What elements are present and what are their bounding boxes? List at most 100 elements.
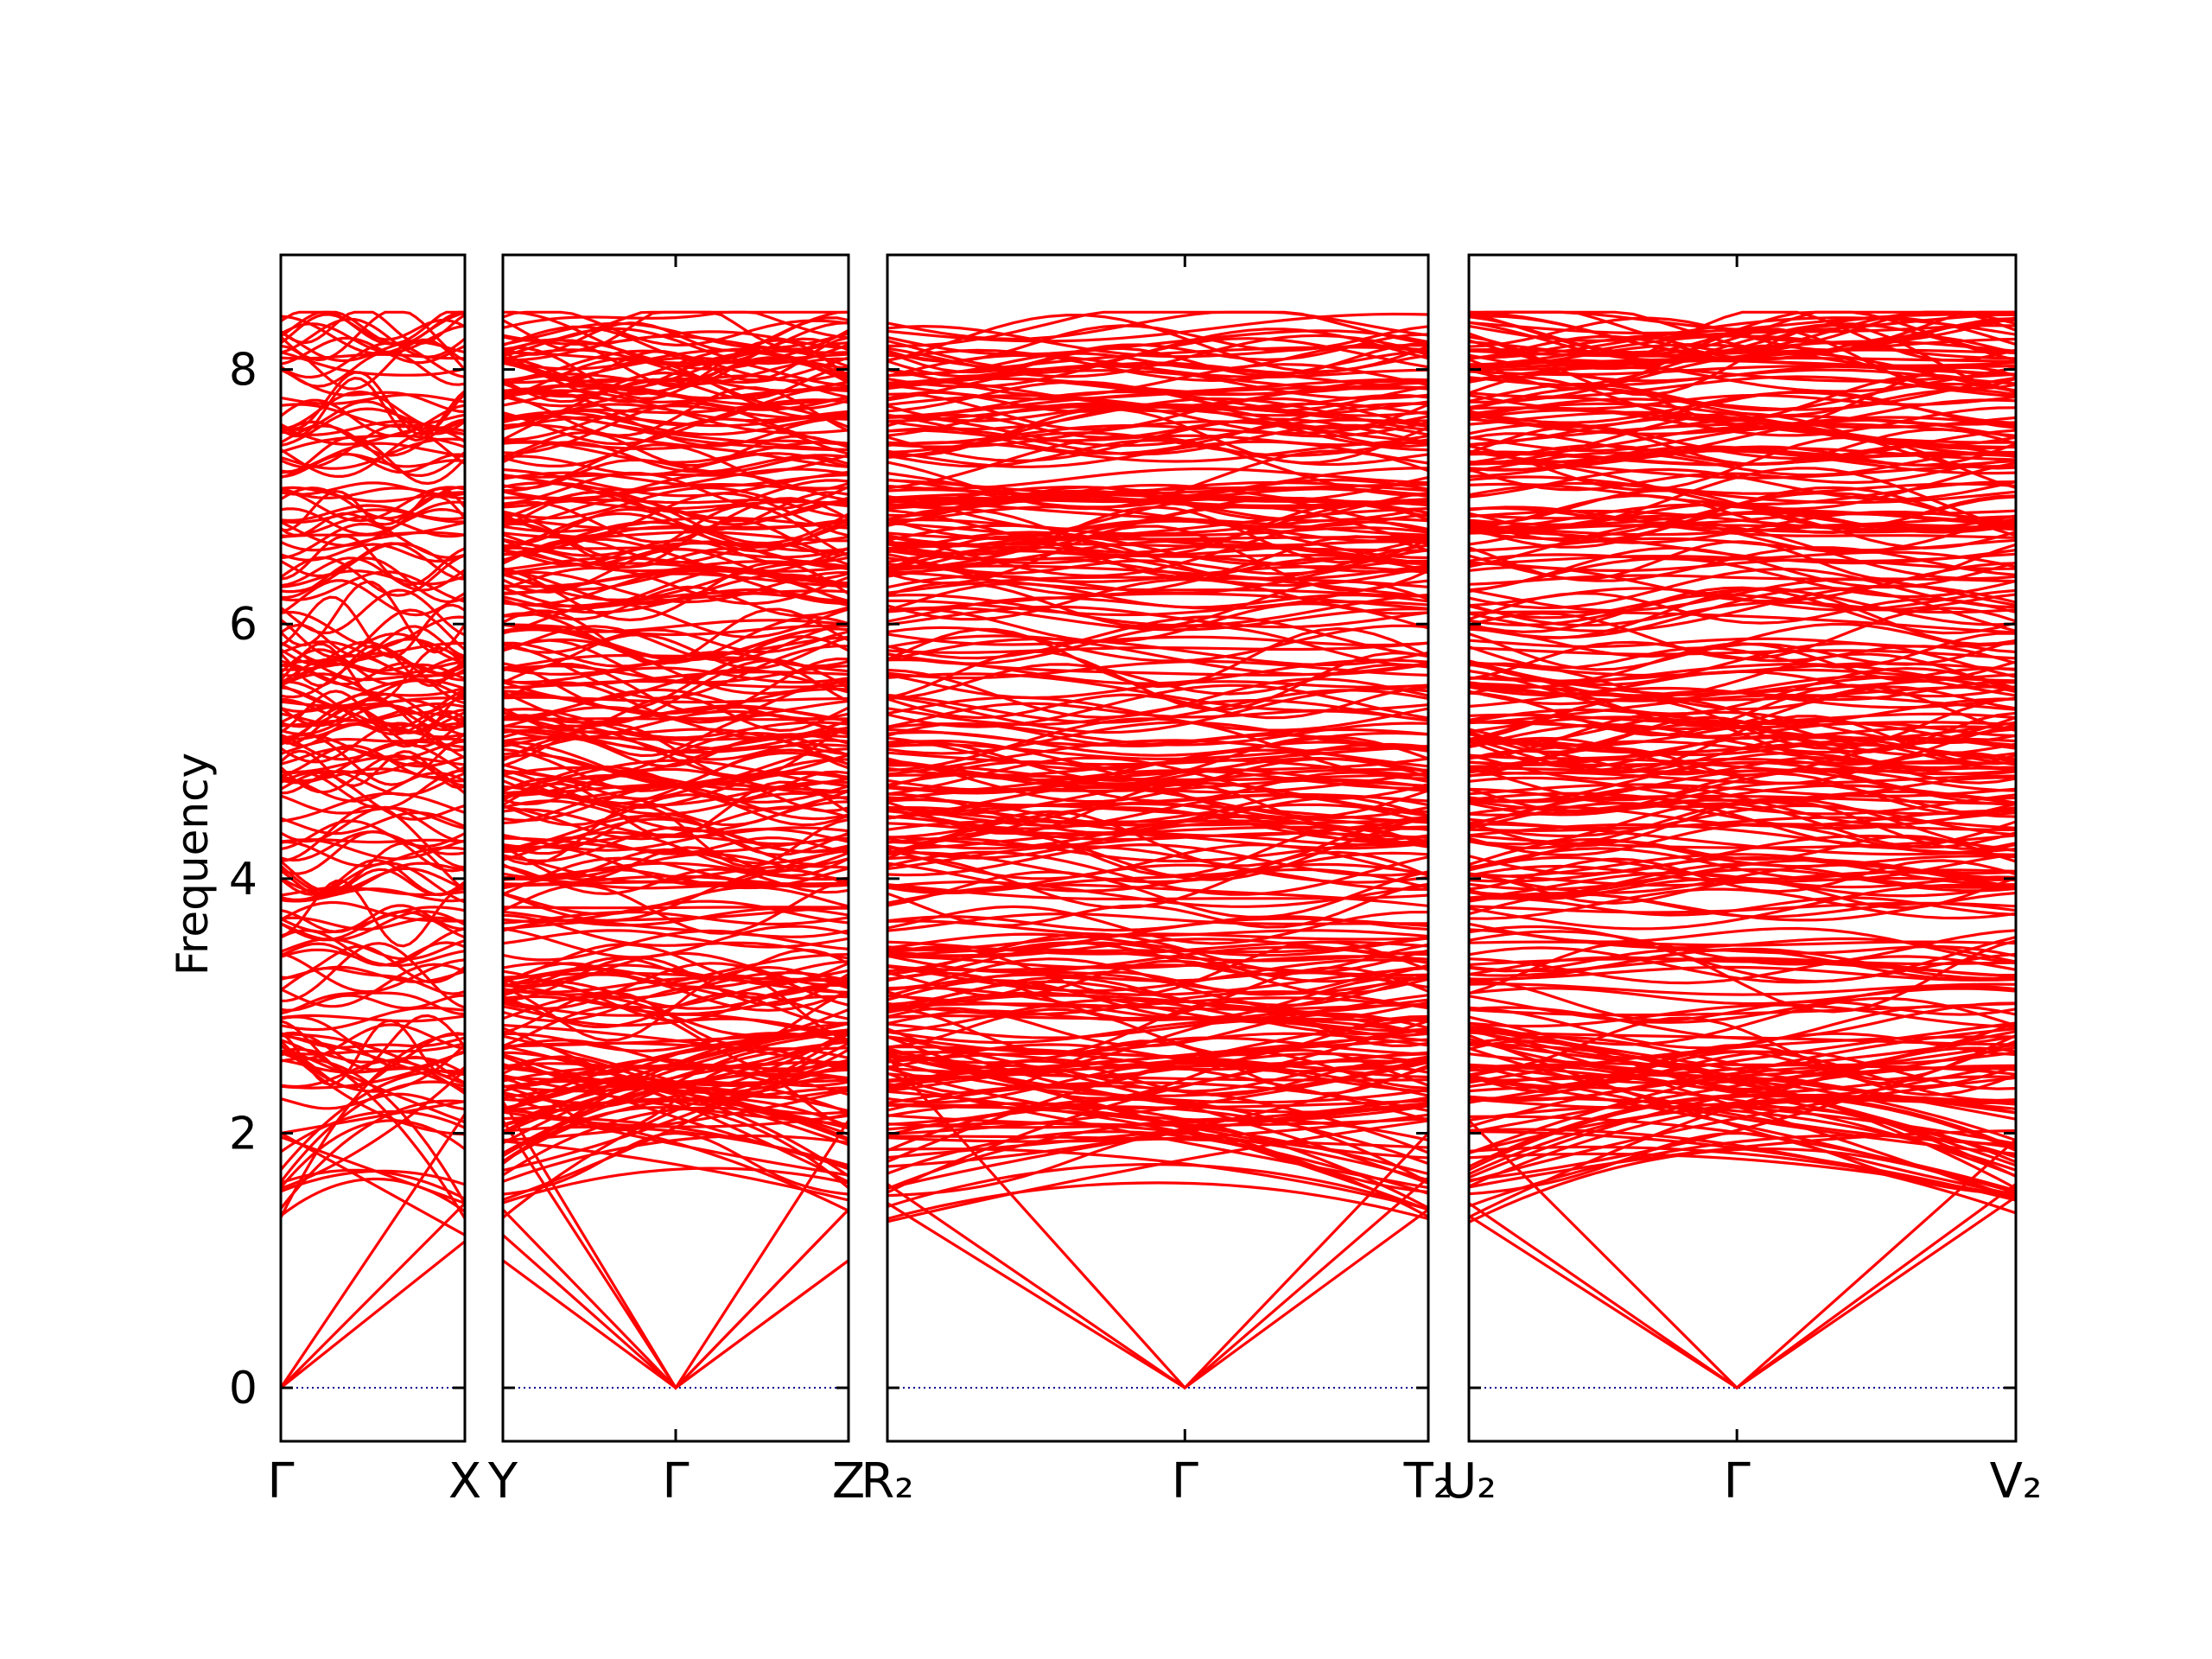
band-line <box>503 566 849 606</box>
band-line <box>281 965 465 983</box>
band-line <box>503 836 849 855</box>
band-line <box>281 721 465 764</box>
band-line <box>503 504 849 560</box>
band-line <box>281 542 465 581</box>
optical-mode <box>503 1131 849 1196</box>
acoustic-branch <box>281 1132 465 1236</box>
band-line <box>1469 376 2016 419</box>
band-line <box>281 941 465 967</box>
band-line <box>887 745 1428 766</box>
acoustic-branch <box>503 1119 849 1390</box>
band-line <box>1469 556 2016 599</box>
band-line <box>503 642 849 701</box>
band-line <box>281 507 465 536</box>
kpoint-label: Γ <box>1724 1453 1751 1510</box>
band-line <box>503 1068 849 1219</box>
band-line <box>887 364 1428 402</box>
band-line <box>1469 512 2016 550</box>
band-line <box>281 515 465 538</box>
band-line <box>503 430 849 467</box>
band-line <box>281 608 465 659</box>
band-line <box>1469 1065 2016 1128</box>
band-line <box>503 1106 849 1190</box>
band-line <box>503 635 849 670</box>
band-line <box>503 1029 849 1105</box>
band-line <box>1469 1003 2016 1029</box>
band-line <box>503 471 849 488</box>
band-line <box>503 356 849 396</box>
acoustic-branch <box>1469 1195 2016 1390</box>
band-line <box>281 697 465 722</box>
y-tick-label: 8 <box>229 345 257 397</box>
band-line <box>503 310 849 329</box>
band-line <box>887 966 1428 1004</box>
band-line <box>1469 540 2016 582</box>
band-line <box>887 912 1428 932</box>
band-line <box>503 518 849 531</box>
band-line <box>1469 1130 2016 1202</box>
band-line <box>281 734 465 761</box>
band-line <box>503 310 849 367</box>
band-line <box>1469 1094 2016 1172</box>
band-line <box>281 351 465 377</box>
band-line <box>1469 982 2016 996</box>
band-line <box>281 638 465 667</box>
band-line <box>1469 682 2016 702</box>
band-line <box>887 505 1428 529</box>
band-line <box>887 836 1428 863</box>
band-line <box>281 761 465 795</box>
band-line <box>1469 1004 2016 1050</box>
band-line <box>887 363 1428 397</box>
band-line <box>1469 766 2016 802</box>
band-line <box>887 580 1428 628</box>
acoustic-branch <box>887 1056 1428 1390</box>
band-line <box>281 1014 465 1023</box>
band-line <box>1469 337 2016 372</box>
band-line <box>887 728 1428 747</box>
band-line <box>887 689 1428 724</box>
band-line <box>887 739 1428 775</box>
band-line <box>281 754 465 774</box>
band-line <box>503 960 849 989</box>
band-line <box>1469 887 2016 920</box>
band-line <box>1469 955 2016 985</box>
band-line <box>1469 445 2016 472</box>
band-line <box>281 311 465 355</box>
band-line <box>887 851 1428 884</box>
band-line <box>887 1014 1428 1021</box>
y-tick-label: 0 <box>229 1363 257 1414</box>
band-line <box>1469 584 2016 633</box>
band-line <box>281 747 465 768</box>
band-line <box>887 739 1428 776</box>
band-line <box>1469 601 2016 627</box>
band-line <box>503 1042 849 1173</box>
band-line <box>1469 862 2016 899</box>
band-line <box>887 564 1428 598</box>
band-line <box>1469 696 2016 747</box>
band-line <box>503 709 849 741</box>
band-line <box>281 429 465 478</box>
band-line <box>887 958 1428 993</box>
band-line <box>887 624 1428 663</box>
band-line <box>887 822 1428 836</box>
band-line <box>887 522 1428 541</box>
acoustic-branch <box>281 1135 465 1205</box>
band-line <box>887 440 1428 468</box>
band-line <box>503 734 849 761</box>
band-line <box>1469 948 2016 982</box>
band-line <box>887 397 1428 432</box>
panel-r2-gamma-t2: R₂ Γ T₂ <box>861 253 1452 1510</box>
band-line <box>503 1065 849 1096</box>
band-line <box>887 806 1428 842</box>
band-line <box>887 760 1428 820</box>
band-line <box>1469 481 2016 505</box>
band-line <box>887 970 1428 995</box>
band-line <box>887 803 1428 828</box>
band-line <box>503 423 849 468</box>
band-line <box>1469 1039 2016 1091</box>
band-line <box>887 313 1428 373</box>
band-line <box>503 562 849 601</box>
band-line <box>887 543 1428 552</box>
band-line <box>1469 1030 2016 1219</box>
